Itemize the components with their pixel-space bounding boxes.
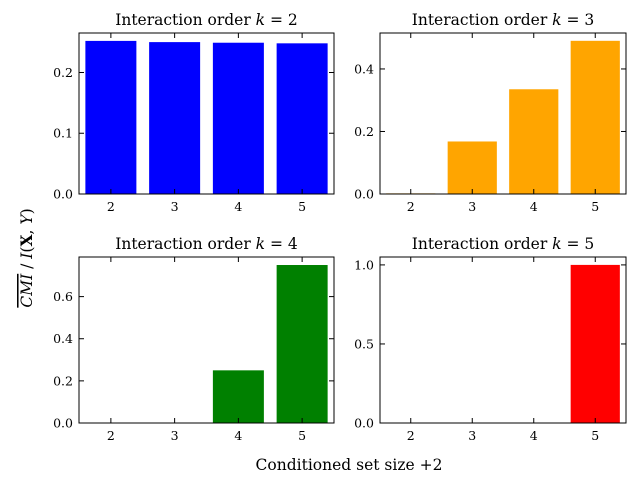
panel-2: 2 3 4 5 0.0 0.2 0.4 Interaction order k = 3 xyxy=(354,11,627,214)
y-tick-label: 0.0 xyxy=(53,187,73,202)
y-tick-label: 0.0 xyxy=(354,416,374,431)
y-tick-label: 0.0 xyxy=(53,416,73,431)
panel-title: Interaction order k = 5 xyxy=(412,235,595,253)
plot-frame xyxy=(379,256,627,424)
bar-5 xyxy=(570,264,620,423)
x-tick-label: 3 xyxy=(468,428,476,443)
panel-title: Interaction order k = 2 xyxy=(115,11,298,29)
panel-title: Interaction order k = 4 xyxy=(115,235,298,253)
x-tick-label: 4 xyxy=(234,428,242,443)
y-tick-label: 0.1 xyxy=(53,126,73,141)
bar-5 xyxy=(570,40,620,194)
x-tick-label: 5 xyxy=(298,428,306,443)
bar-3 xyxy=(149,42,201,194)
x-tick-label: 3 xyxy=(171,428,179,443)
bar-4 xyxy=(509,89,559,194)
bar-4 xyxy=(212,42,264,194)
x-tick-label: 2 xyxy=(107,428,115,443)
bar-3 xyxy=(447,141,497,194)
y-tick-label: 0.6 xyxy=(53,289,73,304)
bar-5 xyxy=(276,265,328,423)
x-axis-label: Conditioned set size +2 xyxy=(256,456,443,474)
x-tick-label: 3 xyxy=(171,199,179,214)
y-tick-label: 0.0 xyxy=(354,187,374,202)
x-tick-label: 2 xyxy=(107,199,115,214)
x-tick-label: 3 xyxy=(468,199,476,214)
plot-frame xyxy=(78,256,335,424)
x-tick-label: 5 xyxy=(298,199,306,214)
y-tick-label: 0.4 xyxy=(53,331,73,346)
y-tick-label: 0.4 xyxy=(354,61,374,76)
panel-4: 2 3 4 5 0.0 0.5 1.0 Interaction order k = 5 xyxy=(354,235,627,443)
bar-5 xyxy=(276,43,328,194)
y-tick-label: 0.2 xyxy=(53,65,73,80)
y-tick-label: 0.2 xyxy=(354,124,374,139)
x-tick-label: 4 xyxy=(530,199,538,214)
x-tick-label: 5 xyxy=(591,428,599,443)
x-tick-label: 4 xyxy=(234,199,242,214)
panel-3: 2 3 4 5 0.0 0.2 0.4 0.6 Interaction order k = 4 xyxy=(53,235,335,443)
y-tick-label: 0.2 xyxy=(53,373,73,388)
panel-title: Interaction order k = 3 xyxy=(412,11,595,29)
y-tick-label: 1.0 xyxy=(354,257,374,272)
y-tick-label: 0.5 xyxy=(354,336,374,351)
bar-2 xyxy=(85,40,137,195)
panel-1: 2 3 4 5 0.0 0.1 0.2 Interaction order k = 2 xyxy=(53,11,335,214)
x-tick-label: 4 xyxy=(530,428,538,443)
y-axis-label-cmi: CMI xyxy=(18,273,36,308)
bar-4 xyxy=(212,370,264,423)
x-tick-label: 2 xyxy=(407,428,415,443)
plot-frame xyxy=(379,32,627,195)
y-axis-label: CMI / I(X, Y) xyxy=(17,208,36,307)
x-tick-label: 2 xyxy=(407,199,415,214)
plot-frame xyxy=(78,32,335,195)
x-tick-label: 5 xyxy=(591,199,599,214)
